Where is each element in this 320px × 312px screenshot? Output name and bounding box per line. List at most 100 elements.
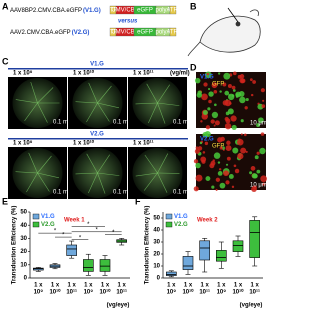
x-tick-label: 10¹⁰ bbox=[49, 289, 61, 296]
cell bbox=[205, 176, 211, 182]
x-tick-label: 1 x bbox=[34, 283, 43, 289]
vessel bbox=[24, 102, 38, 121]
vessel bbox=[97, 172, 106, 194]
cell bbox=[226, 140, 231, 145]
vessel bbox=[148, 102, 158, 124]
cell bbox=[213, 89, 218, 94]
cell bbox=[215, 177, 221, 182]
cell bbox=[243, 133, 247, 137]
cell bbox=[206, 72, 210, 76]
scale-label: 10 μm bbox=[250, 183, 267, 189]
cell bbox=[219, 182, 226, 189]
construct-name: AAV8BP2.CMV.CBA.eGFP(V1.G) bbox=[10, 8, 101, 14]
scale-label: 0.1 mm bbox=[113, 190, 133, 196]
cell bbox=[200, 120, 203, 123]
vessel bbox=[143, 172, 158, 191]
vessel bbox=[146, 83, 158, 104]
vessel bbox=[144, 154, 158, 174]
cell bbox=[254, 155, 259, 160]
x-tick-label: 10¹¹ bbox=[249, 289, 260, 296]
cell bbox=[256, 123, 261, 128]
x-axis-label: (vg/eye) bbox=[240, 303, 263, 309]
cell bbox=[217, 137, 223, 143]
cell bbox=[249, 171, 253, 175]
sig-star: * bbox=[95, 227, 98, 233]
cell bbox=[250, 166, 256, 171]
cell bbox=[227, 93, 235, 101]
y-tick-label: 0 bbox=[157, 276, 161, 282]
vessel bbox=[97, 154, 110, 174]
cell bbox=[210, 119, 215, 124]
sig-star: * bbox=[112, 230, 115, 236]
vessel bbox=[75, 172, 98, 175]
cell bbox=[219, 90, 222, 93]
cell bbox=[208, 99, 212, 104]
dose-label: 1 x 10⁹ bbox=[13, 141, 33, 147]
x-tick-label: 10¹⁰ bbox=[99, 289, 111, 296]
x-tick-label: 1 x bbox=[67, 283, 76, 289]
y-tick-label: 10 bbox=[20, 262, 27, 268]
cell bbox=[225, 118, 231, 124]
vessel bbox=[88, 82, 98, 104]
cell bbox=[202, 131, 209, 138]
cell bbox=[234, 168, 240, 174]
sig-star: * bbox=[62, 233, 65, 239]
cell bbox=[197, 146, 203, 151]
vessel bbox=[37, 172, 60, 179]
cell bbox=[203, 82, 208, 87]
vessel bbox=[97, 85, 112, 104]
cell bbox=[245, 97, 249, 102]
cell bbox=[225, 163, 229, 166]
vessel bbox=[15, 99, 38, 104]
cell bbox=[240, 133, 243, 136]
cell bbox=[258, 117, 264, 124]
chart-title: Week 2 bbox=[197, 218, 218, 224]
cell bbox=[227, 108, 234, 115]
dose-label: 1 x 10¹¹ bbox=[133, 70, 154, 77]
dose-label: 1 x 10¹¹ bbox=[133, 140, 154, 147]
cell bbox=[214, 120, 220, 126]
group-label: V1.G bbox=[200, 75, 214, 81]
y-axis-label: Transduction Efficiency (%) bbox=[12, 206, 18, 285]
cell bbox=[231, 185, 235, 189]
cell bbox=[256, 169, 261, 174]
cell bbox=[250, 93, 254, 97]
cassette-label: polyA bbox=[155, 8, 170, 14]
box bbox=[166, 271, 177, 276]
construct-name: AAV2.CMV.CBA.eGFP(V2.G) bbox=[10, 30, 89, 36]
x-tick-label: 10¹⁰ bbox=[182, 289, 194, 296]
scale-label: 0.1 mm bbox=[53, 120, 73, 126]
cell bbox=[230, 115, 237, 122]
cassette-block bbox=[169, 27, 177, 37]
cell bbox=[237, 153, 244, 160]
box bbox=[249, 220, 260, 258]
vessel bbox=[97, 172, 120, 176]
cell bbox=[262, 182, 266, 186]
cell bbox=[261, 104, 266, 108]
x-tick-label: 1 x bbox=[51, 283, 60, 289]
x-tick-label: 1 x bbox=[250, 283, 259, 289]
panel-label: E bbox=[2, 196, 8, 206]
scale-label: 10 μm bbox=[250, 121, 267, 127]
x-tick-label: 1 x bbox=[117, 283, 126, 289]
cell bbox=[211, 185, 215, 189]
legend-swatch bbox=[32, 213, 40, 220]
vessel bbox=[37, 87, 54, 104]
cell bbox=[233, 71, 237, 76]
stain-label: GFP bbox=[212, 82, 224, 88]
legend-swatch bbox=[165, 221, 173, 228]
vessel bbox=[37, 155, 52, 174]
y-tick-label: 40 bbox=[153, 228, 160, 234]
box bbox=[216, 250, 227, 262]
x-tick-label: 10⁹ bbox=[34, 290, 44, 296]
cell bbox=[201, 93, 208, 101]
dose-label: 1 x 10⁹ bbox=[13, 71, 33, 77]
cell bbox=[217, 161, 221, 164]
cell bbox=[202, 110, 208, 116]
cassette-block bbox=[169, 5, 177, 15]
cell bbox=[226, 156, 231, 161]
cell bbox=[260, 132, 265, 136]
legend-label: V1.G bbox=[41, 214, 55, 220]
cell bbox=[211, 82, 218, 89]
sig-star: * bbox=[87, 222, 90, 228]
